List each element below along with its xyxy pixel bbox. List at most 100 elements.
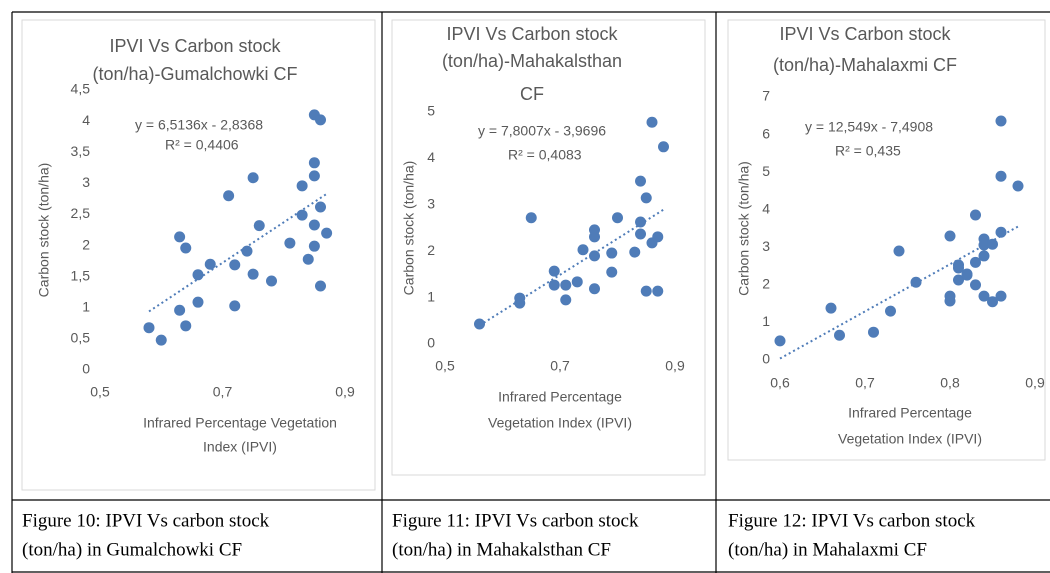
- point: [525, 212, 537, 224]
- point: [995, 170, 1007, 182]
- x-axis-title: Vegetation Index (IPVI): [488, 415, 632, 431]
- y-tick-label: 2: [427, 242, 435, 258]
- point: [192, 296, 204, 308]
- point: [296, 180, 308, 192]
- y-tick-label: 1: [427, 288, 435, 304]
- x-axis-title: Infrared Percentage: [498, 389, 622, 405]
- x-tick-label: 0,8: [940, 375, 960, 391]
- x-tick-label: 0,7: [550, 358, 570, 374]
- point: [868, 326, 879, 338]
- point: [548, 265, 560, 277]
- point: [635, 216, 646, 228]
- point: [1012, 180, 1024, 192]
- x-axis-title: Infrared Percentage: [848, 405, 972, 421]
- point: [143, 322, 155, 334]
- point: [970, 209, 981, 221]
- y-tick-label: 7: [762, 88, 770, 104]
- point: [302, 253, 314, 265]
- point: [174, 231, 186, 243]
- y-tick-label: 4: [762, 200, 770, 216]
- point: [315, 114, 326, 126]
- y-axis-title: Carbon stock (ton/ha): [401, 161, 417, 296]
- point: [944, 290, 956, 302]
- trend-equation: y = 12,549x - 7,4908: [805, 119, 933, 135]
- trendline: [148, 193, 328, 313]
- point: [635, 228, 646, 240]
- point: [296, 209, 308, 221]
- y-tick-label: 6: [762, 125, 770, 141]
- y-tick-label: 3: [82, 174, 90, 190]
- chart-title: (ton/ha)-Mahalaxmi CF: [773, 55, 957, 75]
- point: [995, 290, 1007, 302]
- point: [885, 305, 896, 317]
- x-axis-title: Infrared Percentage Vegetation: [143, 415, 337, 431]
- point: [560, 294, 572, 306]
- r-squared: R² = 0,435: [835, 143, 901, 159]
- y-tick-label: 4: [82, 112, 90, 128]
- y-tick-label: 3,5: [71, 143, 91, 159]
- trendline: [779, 225, 1019, 360]
- y-tick-label: 2: [762, 276, 770, 292]
- chart-title: CF: [520, 84, 544, 104]
- y-tick-label: 1,5: [71, 267, 91, 283]
- y-tick-label: 3: [427, 196, 435, 212]
- point: [247, 172, 259, 184]
- y-tick-label: 5: [427, 103, 435, 119]
- point: [253, 220, 265, 232]
- point: [474, 318, 485, 330]
- point: [970, 256, 981, 268]
- point: [229, 259, 241, 271]
- x-tick-label: 0,6: [770, 375, 790, 391]
- point: [970, 279, 981, 291]
- y-tick-label: 2: [82, 236, 90, 252]
- y-axis-title: Carbon stock (ton/ha): [36, 163, 52, 298]
- point: [192, 269, 204, 281]
- point: [944, 230, 956, 242]
- point: [612, 212, 623, 224]
- y-tick-label: 0: [762, 351, 770, 367]
- point: [652, 285, 664, 297]
- point: [589, 250, 600, 262]
- trend-equation: y = 7,8007x - 3,9696: [478, 123, 606, 139]
- figure-caption: (ton/ha) in Gumalchowki CF: [22, 539, 242, 560]
- chart-title: IPVI Vs Carbon stock: [779, 24, 951, 44]
- r-squared: R² = 0,4406: [165, 137, 239, 153]
- x-tick-label: 0,7: [213, 384, 233, 400]
- point: [315, 280, 326, 292]
- point: [774, 335, 786, 347]
- point: [321, 227, 333, 239]
- point: [180, 320, 192, 332]
- point: [155, 334, 167, 346]
- point: [987, 238, 998, 250]
- point: [266, 275, 277, 287]
- y-tick-label: 0: [427, 335, 435, 351]
- point: [548, 279, 560, 291]
- table-lines: [11, 11, 1050, 573]
- x-tick-label: 0,5: [90, 384, 110, 400]
- point: [825, 302, 837, 314]
- figure-caption: Figure 10: IPVI Vs carbon stock: [22, 510, 270, 531]
- point: [953, 259, 964, 271]
- point: [589, 224, 600, 236]
- point: [910, 276, 922, 288]
- y-tick-label: 3: [762, 238, 770, 254]
- point: [978, 250, 990, 262]
- x-axis-title: Index (IPVI): [203, 439, 277, 455]
- point: [308, 157, 320, 169]
- chart-title: (ton/ha)-Gumalchowki CF: [92, 64, 297, 84]
- x-tick-label: 0,9: [1025, 375, 1045, 391]
- trend-equation: y = 6,5136x - 2,8368: [135, 117, 263, 133]
- point: [589, 283, 600, 295]
- point: [995, 226, 1007, 238]
- x-axis-title: Vegetation Index (IPVI): [838, 431, 982, 447]
- point: [308, 219, 320, 231]
- chart-title: IPVI Vs Carbon stock: [109, 36, 281, 56]
- point: [646, 116, 658, 128]
- point: [652, 231, 664, 243]
- point: [514, 292, 526, 304]
- point: [987, 296, 998, 308]
- point: [640, 192, 652, 204]
- point: [893, 245, 905, 257]
- point: [978, 239, 990, 251]
